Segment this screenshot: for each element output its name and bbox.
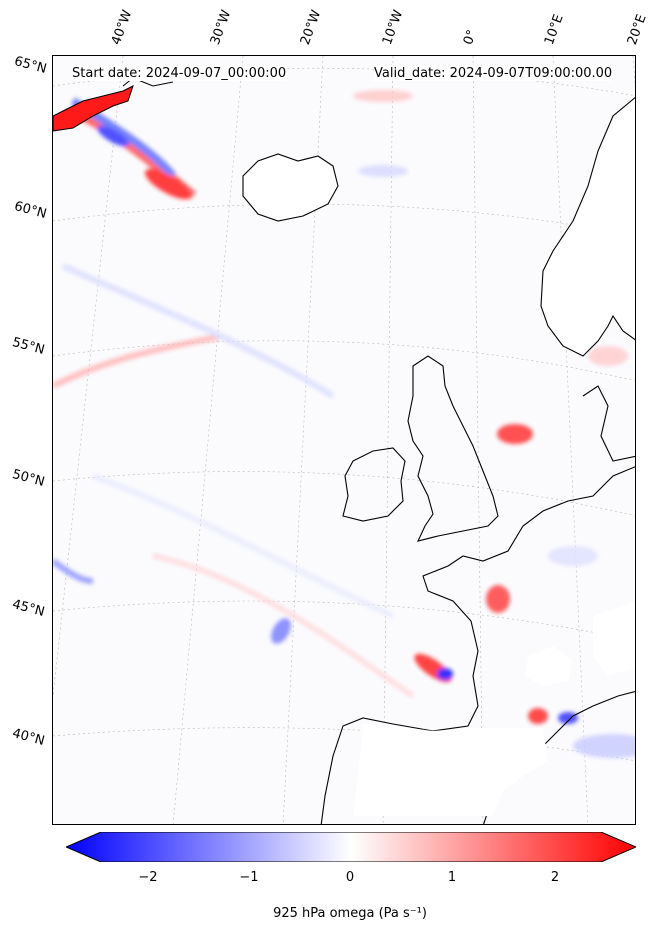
lat-label-55n: 55°N xyxy=(10,335,47,358)
iberia-land-mask xyxy=(353,724,548,816)
colorbar-tick-0: 0 xyxy=(345,870,355,885)
lon-label-30w: 30°W xyxy=(207,8,235,47)
omega-field-map xyxy=(53,56,635,824)
colorbar-tick-1: 1 xyxy=(447,870,457,885)
lon-label-10e: 10°E xyxy=(541,12,567,48)
omega-field xyxy=(53,90,635,758)
lon-label-40w: 40°W xyxy=(108,8,136,47)
map-panel xyxy=(52,55,636,825)
great-britain-coast xyxy=(407,355,499,542)
lon-label-20e: 20°E xyxy=(624,12,650,48)
lat-label-45n: 45°N xyxy=(10,597,47,620)
lat-label-60n: 60°N xyxy=(12,199,49,222)
scandinavia-coast xyxy=(540,96,635,357)
lat-label-50n: 50°N xyxy=(10,467,47,490)
lon-label-10w: 10°W xyxy=(379,8,407,47)
lon-label-0: 0° xyxy=(460,27,481,47)
colorbar-tick-2: 2 xyxy=(550,870,560,885)
colorbar xyxy=(66,832,636,862)
start-date-text: Start date: 2024-09-07_00:00:00 xyxy=(72,66,287,81)
colorbar-label: 925 hPa omega (Pa s⁻¹) xyxy=(273,906,427,921)
iceland-coast xyxy=(242,153,339,222)
greenland-coast xyxy=(53,85,134,132)
graticule xyxy=(53,56,635,824)
colorbar-tick-neg2: −2 xyxy=(138,870,158,885)
valid-date-text: Valid_date: 2024-09-07T09:00:00.00 xyxy=(374,66,613,81)
lon-label-20w: 20°W xyxy=(297,8,325,47)
colorbar-tick-neg1: −1 xyxy=(239,870,259,885)
lat-label-65n: 65°N xyxy=(12,54,49,77)
lat-label-40n: 40°N xyxy=(10,726,47,749)
ireland-coast xyxy=(342,447,406,522)
